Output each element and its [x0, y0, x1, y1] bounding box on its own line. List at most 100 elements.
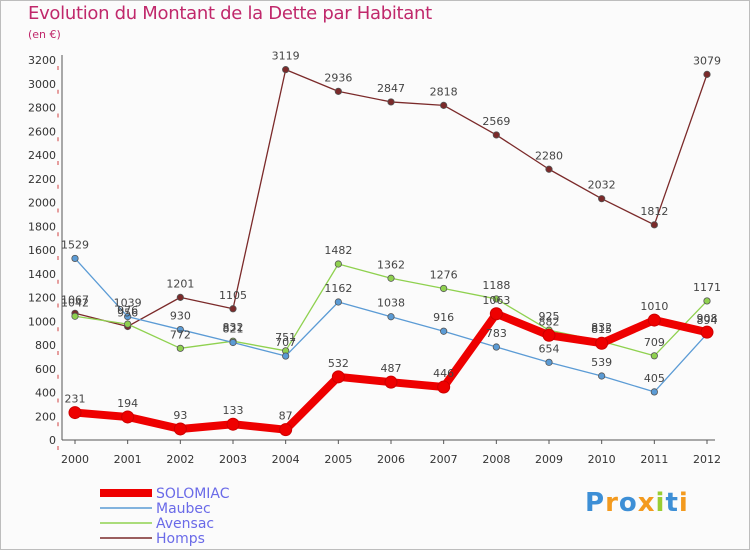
- y-tick-label: 2000: [28, 197, 56, 210]
- x-tick-label: 2011: [640, 453, 668, 466]
- data-label-avensac: 1171: [693, 281, 721, 294]
- data-label-solomiac: 133: [223, 404, 244, 417]
- data-point-avensac: [387, 274, 395, 282]
- data-point-maubec: [71, 254, 79, 263]
- data-label-avensac: 1482: [324, 244, 352, 257]
- data-label-avensac: 772: [170, 328, 191, 341]
- chart-title: Evolution du Montant de la Dette par Hab…: [28, 3, 432, 24]
- data-label-solomiac: 815: [591, 323, 612, 336]
- data-label-avensac: 1362: [377, 258, 405, 271]
- legend-label-avensac: Avensac: [156, 516, 214, 532]
- x-tick-label: 2010: [588, 453, 616, 466]
- data-point-maubec: [492, 343, 500, 351]
- data-label-avensac: 832: [591, 321, 612, 334]
- legend-label-solomiac: SOLOMIAC: [156, 486, 230, 502]
- data-point-maubec: [598, 372, 606, 380]
- data-point-avensac: [176, 344, 184, 352]
- data-point-avensac: [124, 320, 132, 328]
- data-point-solomiac: [700, 325, 714, 339]
- y-tick-label: 200: [35, 410, 56, 423]
- data-point-homps: [334, 87, 342, 95]
- data-label-solomiac: 1063: [482, 294, 510, 307]
- legend-label-homps: Homps: [156, 531, 205, 547]
- x-tick-label: 2008: [482, 453, 510, 466]
- data-point-homps: [282, 66, 290, 74]
- data-label-avensac: 976: [117, 304, 138, 317]
- data-label-homps: 2818: [430, 85, 458, 98]
- data-point-maubec: [545, 358, 553, 366]
- data-label-maubec: 707: [275, 336, 296, 349]
- data-label-homps: 2280: [535, 149, 563, 162]
- legend-label-maubec: Maubec: [156, 501, 211, 517]
- data-label-maubec: 1038: [377, 297, 405, 310]
- data-point-avensac: [650, 352, 658, 360]
- data-point-solomiac: [542, 328, 556, 342]
- data-label-homps: 1105: [219, 289, 247, 302]
- data-point-maubec: [440, 327, 448, 335]
- y-tick-label: 2200: [28, 173, 56, 186]
- data-label-avensac: 1188: [482, 279, 510, 292]
- data-label-solomiac: 231: [65, 393, 86, 406]
- logo-letter: x: [637, 488, 656, 518]
- data-point-solomiac: [68, 406, 82, 420]
- data-label-solomiac: 908: [697, 312, 718, 325]
- x-tick-label: 2012: [693, 453, 721, 466]
- data-label-maubec: 405: [644, 372, 665, 385]
- y-tick-label: 2800: [28, 102, 56, 115]
- x-tick-label: 2001: [114, 453, 142, 466]
- x-tick-label: 2002: [166, 453, 194, 466]
- data-point-maubec: [282, 352, 290, 360]
- data-label-homps: 3119: [272, 50, 300, 63]
- x-tick-label: 2000: [61, 453, 89, 466]
- data-label-avensac: 1276: [430, 268, 458, 281]
- data-point-maubec: [334, 298, 342, 306]
- y-tick-label: 1400: [28, 268, 56, 281]
- data-point-solomiac: [647, 313, 661, 327]
- y-tick-label: 800: [35, 339, 56, 352]
- data-label-maubec: 1529: [61, 238, 89, 251]
- data-point-homps: [176, 293, 184, 301]
- data-point-homps: [387, 98, 395, 106]
- y-tick-label: 1600: [28, 244, 56, 257]
- data-point-homps: [650, 221, 658, 229]
- data-point-solomiac: [437, 380, 451, 394]
- logo-letter: o: [618, 488, 638, 518]
- data-label-maubec: 894: [697, 314, 718, 327]
- data-point-solomiac: [384, 375, 398, 389]
- y-tick-label: 400: [35, 387, 56, 400]
- data-label-solomiac: 1010: [640, 300, 668, 313]
- y-tick-label: 2400: [28, 149, 56, 162]
- data-point-solomiac: [226, 417, 240, 431]
- data-label-homps: 2032: [588, 179, 616, 192]
- data-point-homps: [229, 305, 237, 313]
- data-label-solomiac: 532: [328, 357, 349, 370]
- data-label-maubec: 654: [539, 342, 560, 355]
- data-label-homps: 1067: [61, 293, 89, 306]
- data-label-avensac: 1042: [61, 296, 89, 309]
- data-label-homps: 3079: [693, 54, 721, 67]
- logo-letter: i: [655, 488, 666, 518]
- data-point-maubec: [229, 338, 237, 347]
- data-label-maubec: 539: [591, 356, 612, 369]
- proxiti-logo: Proxiti: [585, 488, 689, 518]
- data-point-maubec: [650, 388, 658, 396]
- data-label-avensac: 751: [275, 331, 296, 344]
- data-point-avensac: [440, 284, 448, 293]
- y-tick-label: 3000: [28, 78, 56, 91]
- data-label-maubec: 1039: [114, 297, 142, 310]
- data-label-solomiac: 446: [433, 367, 454, 380]
- x-tick-label: 2003: [219, 453, 247, 466]
- logo-letter: i: [678, 488, 689, 518]
- data-point-avensac: [334, 260, 342, 268]
- data-label-homps: 2936: [324, 71, 352, 84]
- data-point-solomiac: [279, 423, 293, 437]
- data-point-solomiac: [121, 410, 135, 424]
- data-label-solomiac: 194: [117, 397, 138, 410]
- data-point-avensac: [492, 295, 500, 303]
- y-tick-label: 2600: [28, 125, 56, 138]
- data-label-maubec: 930: [170, 310, 191, 323]
- data-label-avensac: 832: [223, 321, 244, 334]
- y-tick-label: 600: [35, 363, 56, 376]
- data-label-solomiac: 882: [539, 315, 560, 328]
